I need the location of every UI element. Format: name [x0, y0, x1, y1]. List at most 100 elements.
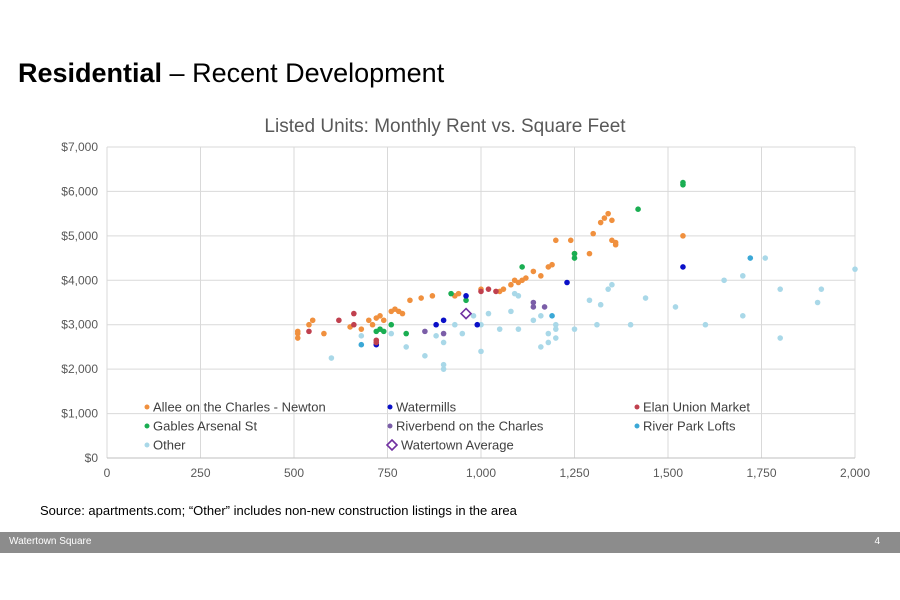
data-point: [852, 266, 858, 272]
data-point: [515, 326, 522, 332]
data-point: [440, 330, 447, 337]
legend-label: River Park Lofts: [643, 419, 736, 434]
data-point: [612, 239, 619, 246]
chart-axes: $0 $1,000 $2,000 $3,000 $4,000 $5,000 $6,000 $7…: [61, 140, 870, 480]
series-elan-union-market: [306, 286, 499, 346]
y-tick-label: $2,000: [61, 362, 98, 376]
data-point: [680, 264, 686, 270]
data-point: [500, 286, 507, 292]
legend-item: Watertown Average: [385, 438, 514, 453]
x-tick-label: 1,500: [653, 466, 683, 480]
data-point: [571, 326, 578, 332]
data-point: [553, 326, 559, 332]
data-point: [627, 321, 634, 328]
data-point: [541, 304, 548, 310]
data-point: [601, 215, 608, 221]
y-tick-label: $1,000: [61, 407, 98, 421]
series-riverbend-on-the-charles: [422, 299, 548, 337]
data-point: [377, 313, 383, 319]
data-point: [485, 286, 492, 292]
chart-points: [294, 179, 858, 372]
legend-swatch: [144, 442, 150, 448]
legend-swatch: [144, 423, 150, 429]
data-point: [538, 313, 544, 319]
slide-title: Residential – Recent Development: [18, 58, 444, 89]
data-point: [493, 288, 499, 295]
data-point: [336, 317, 342, 324]
data-point: [440, 317, 447, 324]
data-point: [294, 335, 301, 341]
data-point: [433, 321, 439, 328]
series-watertown-average: [459, 307, 473, 320]
data-point: [680, 233, 686, 239]
legend-label: Other: [153, 438, 186, 453]
y-tick-label: $7,000: [61, 140, 98, 154]
data-point: [519, 264, 525, 270]
data-point: [549, 313, 555, 319]
data-point: [538, 344, 544, 350]
data-point: [564, 279, 570, 286]
data-point: [459, 330, 466, 337]
data-point: [553, 335, 559, 341]
data-point: [429, 293, 436, 299]
series-watermills: [373, 264, 686, 348]
series-river-park-lofts: [358, 255, 754, 348]
scatter-chart: $0 $1,000 $2,000 $3,000 $4,000 $5,000 $6,000 $7…: [61, 140, 870, 480]
data-point: [530, 304, 537, 310]
data-point: [672, 304, 679, 310]
y-tick-label: $5,000: [61, 229, 98, 243]
footer-label: Watertown Square: [9, 536, 92, 547]
data-point: [470, 313, 477, 319]
data-point: [571, 250, 578, 257]
legend-label: Allee on the Charles - Newton: [153, 400, 326, 415]
data-point: [448, 290, 454, 297]
data-point: [373, 337, 380, 344]
data-point: [403, 344, 410, 350]
data-point: [463, 293, 469, 299]
legend-item: Gables Arsenal St: [144, 419, 257, 434]
chart-title: Listed Units: Monthly Rent vs. Square Fe…: [264, 116, 626, 137]
legend-label: Watertown Average: [401, 438, 514, 453]
slide-title-rest: – Recent Development: [162, 58, 445, 88]
data-point: [358, 326, 365, 332]
data-point: [407, 297, 413, 304]
data-point: [309, 317, 316, 324]
x-tick-label: 500: [284, 466, 304, 480]
data-point: [358, 341, 365, 348]
data-point: [455, 290, 462, 297]
y-tick-label: $0: [85, 451, 99, 465]
x-tick-label: 1,250: [559, 466, 589, 480]
data-point: [538, 273, 544, 279]
data-point: [571, 255, 578, 261]
data-point: [358, 333, 365, 339]
legend-label: Watermills: [396, 400, 457, 415]
data-point: [777, 335, 783, 341]
x-tick-label: 750: [377, 466, 397, 480]
data-point: [530, 268, 537, 275]
footer-bar: Watertown Square 4: [0, 532, 900, 553]
data-point: [399, 310, 406, 317]
x-tick-label: 0: [104, 466, 111, 480]
source-note: Source: apartments.com; “Other” includes…: [40, 503, 517, 518]
data-point: [422, 353, 428, 359]
data-point: [328, 355, 335, 361]
legend-item: Watermills: [387, 400, 457, 415]
legend-item: Riverbend on the Charles: [387, 419, 544, 434]
data-point: [740, 313, 746, 319]
data-point: [523, 275, 529, 281]
x-tick-label: 250: [190, 466, 210, 480]
data-point: [545, 330, 552, 337]
data-point: [478, 288, 484, 295]
data-point: [597, 301, 604, 308]
data-point: [496, 326, 503, 332]
data-point: [403, 330, 410, 337]
data-point: [553, 237, 559, 244]
x-tick-label: 1,000: [466, 466, 496, 480]
x-tick-label: 2,000: [840, 466, 870, 480]
data-point: [777, 286, 783, 292]
series-other: [328, 255, 858, 372]
data-point: [440, 366, 447, 372]
data-point: [321, 330, 327, 337]
legend-swatch: [387, 404, 393, 410]
legend-item: Elan Union Market: [634, 400, 750, 415]
